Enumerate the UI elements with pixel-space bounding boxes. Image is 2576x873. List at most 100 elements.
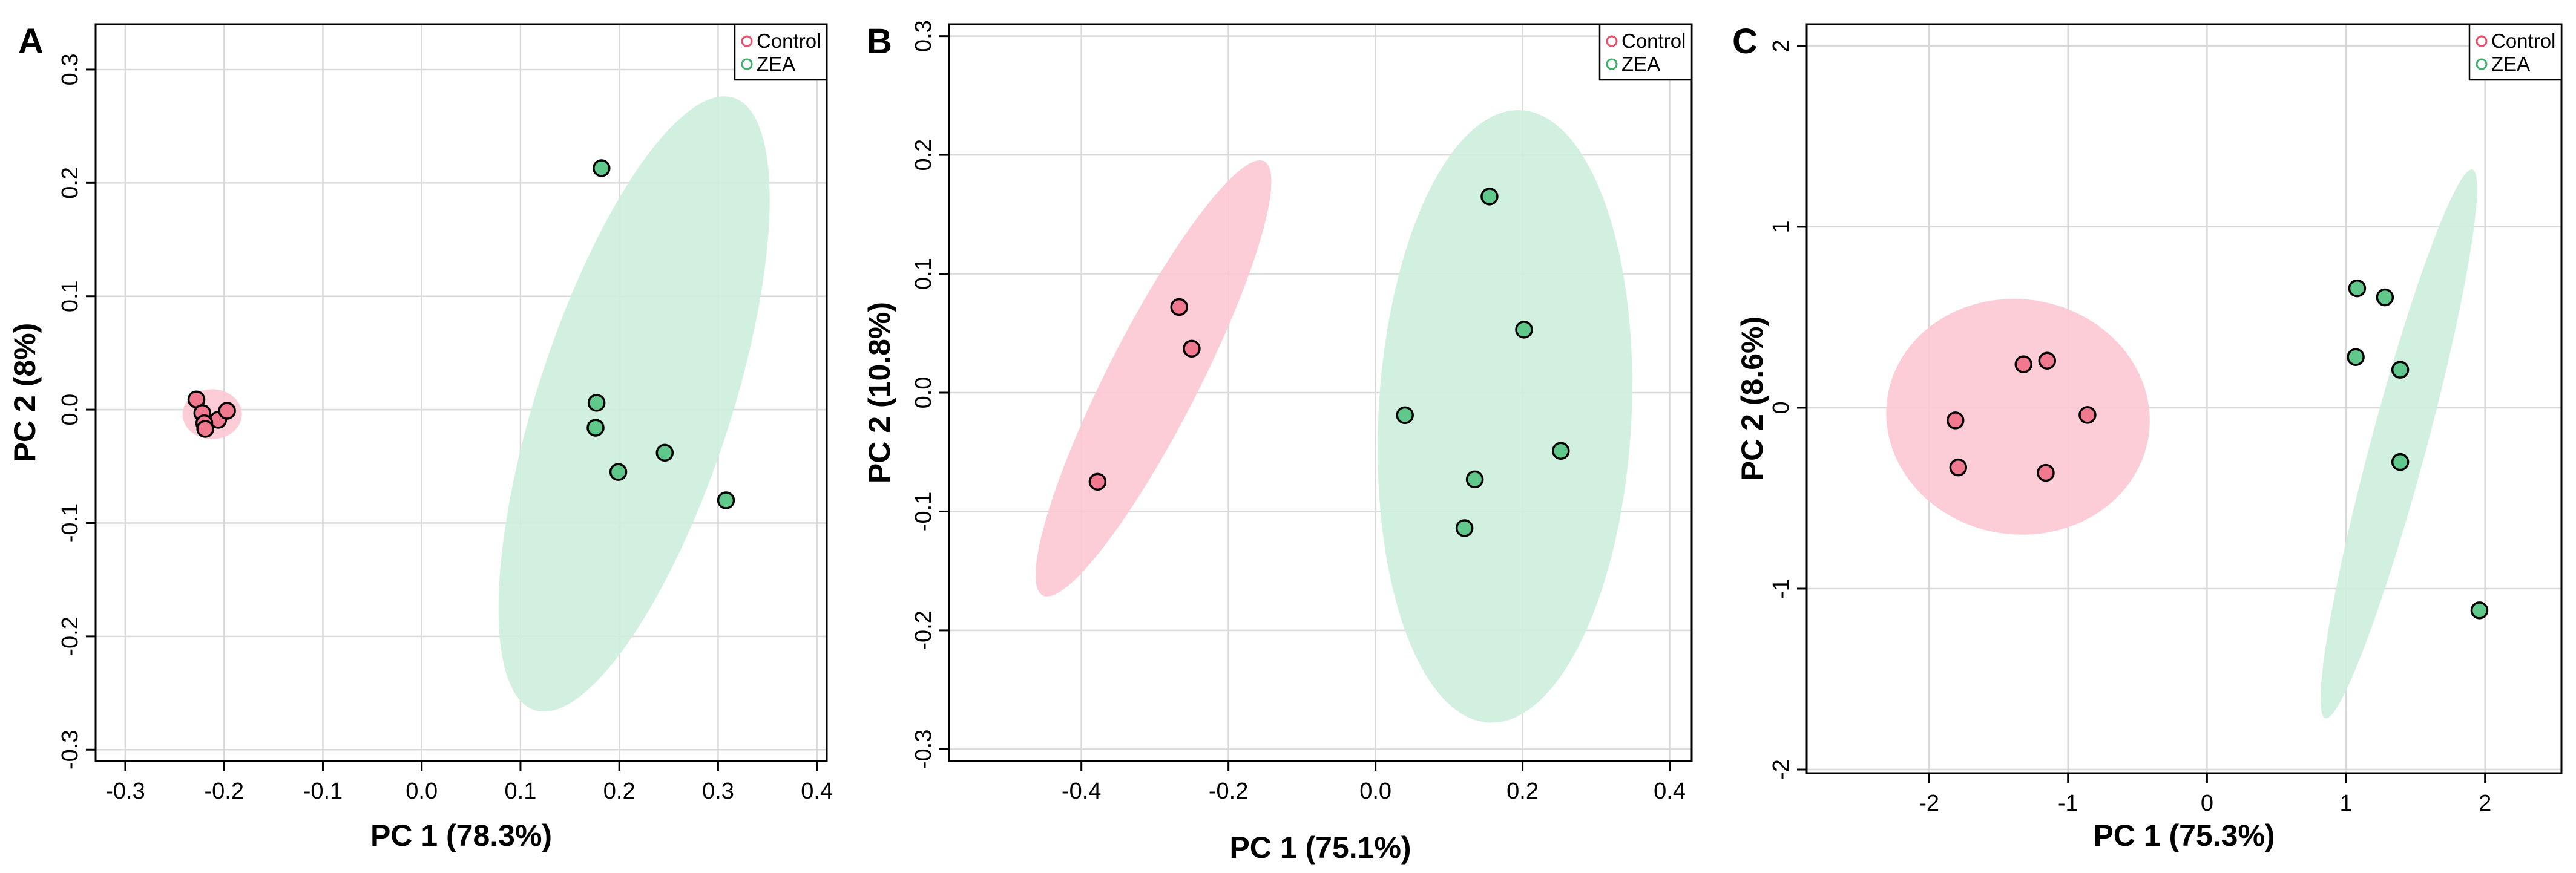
plot-frame <box>1806 23 2563 774</box>
x-tick-label: 0.2 <box>603 779 636 804</box>
panel-a: -0.3 -0.2 -0.1 0.0 0.1 0.2 0.3 0.4 -0.3 -0.2 -0.1 0… <box>8 22 833 852</box>
x-tick-label: -0.1 <box>303 779 343 804</box>
x-tick-label: -1 <box>2058 791 2078 816</box>
y-tick-label: 0.3 <box>911 20 936 52</box>
x-tick-label: -0.2 <box>1209 779 1248 804</box>
y-axis-title: PC 2 (8%) <box>8 323 42 463</box>
y-tick-label: -0.2 <box>911 610 936 650</box>
x-axis-title: PC 1 (75.3%) <box>2093 819 2275 852</box>
x-axis-title: PC 1 (78.3%) <box>370 819 552 852</box>
control-confidence-ellipse <box>1035 160 1272 597</box>
x-tick-label: -2 <box>1919 791 1939 816</box>
zea-legend-marker <box>741 58 753 70</box>
zea-data-point <box>2470 601 2489 620</box>
zea-data-point <box>2347 348 2365 366</box>
panel-b: -0.4 -0.2 0.0 0.2 0.4 -0.3 -0.2 -0.1 0.0 0.1 0.2 0.… <box>862 20 1693 865</box>
plot-area <box>1886 169 2489 719</box>
control-data-point <box>1949 458 1968 477</box>
y-tick-label: 0.3 <box>58 54 83 86</box>
y-tick-label: 0.2 <box>58 167 83 199</box>
control-legend-marker <box>2476 35 2488 47</box>
y-tick-label: -0.1 <box>58 503 83 543</box>
x-tick-label: 0 <box>2201 791 2213 816</box>
zea-legend-label: ZEA <box>757 53 795 75</box>
control-data-point <box>1946 411 1965 430</box>
zea-data-point <box>609 463 628 481</box>
y-tick-label: 0.1 <box>58 280 83 312</box>
x-tick-label: 2 <box>2479 791 2491 816</box>
zea-data-point <box>587 394 606 412</box>
y-tick-label: 0.0 <box>911 377 936 409</box>
zea-data-point <box>1455 519 1474 537</box>
control-confidence-ellipse <box>1886 299 2150 535</box>
x-tick-label: 0.0 <box>406 779 438 804</box>
legend-box <box>1598 23 1693 81</box>
zea-data-point <box>1396 406 1414 425</box>
control-data-point <box>1183 339 1201 358</box>
zea-confidence-ellipse <box>498 96 770 712</box>
zea-data-point <box>717 491 735 509</box>
control-legend-marker <box>1606 35 1618 47</box>
panel-label: C <box>1732 22 1758 61</box>
x-tick-label: -0.2 <box>204 779 243 804</box>
zea-legend-marker <box>2476 58 2488 70</box>
zea-data-point <box>586 419 605 437</box>
x-tick-label: 0.2 <box>1506 779 1539 804</box>
plot-area <box>1035 110 1632 723</box>
x-tick-label: 0.4 <box>801 779 833 804</box>
zea-data-point <box>1515 321 1533 339</box>
control-data-point <box>196 420 214 438</box>
zea-data-point <box>1552 442 1570 460</box>
control-data-point <box>2078 406 2097 424</box>
y-tick-label: 1 <box>1769 220 1794 233</box>
control-legend-label: Control <box>757 30 821 52</box>
y-tick-label: -0.3 <box>58 730 83 770</box>
control-data-point <box>1088 472 1107 491</box>
legend-box <box>734 23 828 81</box>
zea-data-point <box>593 159 611 177</box>
zea-data-point <box>1480 188 1499 206</box>
y-tick-label: 0 <box>1769 401 1794 414</box>
panel-label: A <box>18 22 44 61</box>
zea-legend-marker <box>1606 58 1618 70</box>
zea-legend-label: ZEA <box>2491 53 2530 75</box>
y-axis-title: PC 2 (10.8%) <box>862 302 896 483</box>
panel-c: -2 -1 0 1 2 -2 -1 0 1 2 PC 1 (75.3%) PC 2 (8.6%) C Co… <box>1732 22 2563 852</box>
legend-box <box>2468 23 2563 81</box>
y-tick-label: 0.1 <box>911 258 936 290</box>
panel-label: B <box>867 22 892 61</box>
y-tick-label: -0.3 <box>911 730 936 769</box>
zea-data-point <box>2391 361 2410 379</box>
control-legend-label: Control <box>2491 30 2555 52</box>
zea-data-point <box>2376 288 2394 307</box>
y-tick-label: -0.2 <box>58 616 83 656</box>
y-tick-label: 0.2 <box>911 139 936 171</box>
control-data-point <box>2014 355 2033 373</box>
y-tick-label: -1 <box>1769 578 1794 599</box>
y-tick-label: -2 <box>1769 759 1794 780</box>
control-data-point <box>2037 463 2055 482</box>
zea-data-point <box>2391 453 2410 471</box>
control-data-point <box>1170 298 1188 316</box>
plot-area <box>182 96 770 712</box>
x-axis-title: PC 1 (75.1%) <box>1229 831 1411 865</box>
zea-confidence-ellipse <box>1378 110 1632 723</box>
x-tick-label: -0.3 <box>105 779 145 804</box>
x-tick-label: 1 <box>2339 791 2352 816</box>
y-axis-title: PC 2 (8.6%) <box>1735 316 1769 481</box>
x-tick-label: 0.0 <box>1359 779 1392 804</box>
x-tick-label: 0.3 <box>702 779 734 804</box>
zea-data-point <box>1465 470 1484 489</box>
plot-frame <box>94 23 828 762</box>
control-data-point <box>2038 351 2057 370</box>
y-tick-label: 0.0 <box>58 394 83 426</box>
y-tick-label: 2 <box>1769 39 1794 52</box>
zea-confidence-ellipse <box>2320 169 2477 719</box>
control-data-point <box>218 402 236 420</box>
control-legend-marker <box>741 35 753 47</box>
zea-data-point <box>656 443 674 462</box>
